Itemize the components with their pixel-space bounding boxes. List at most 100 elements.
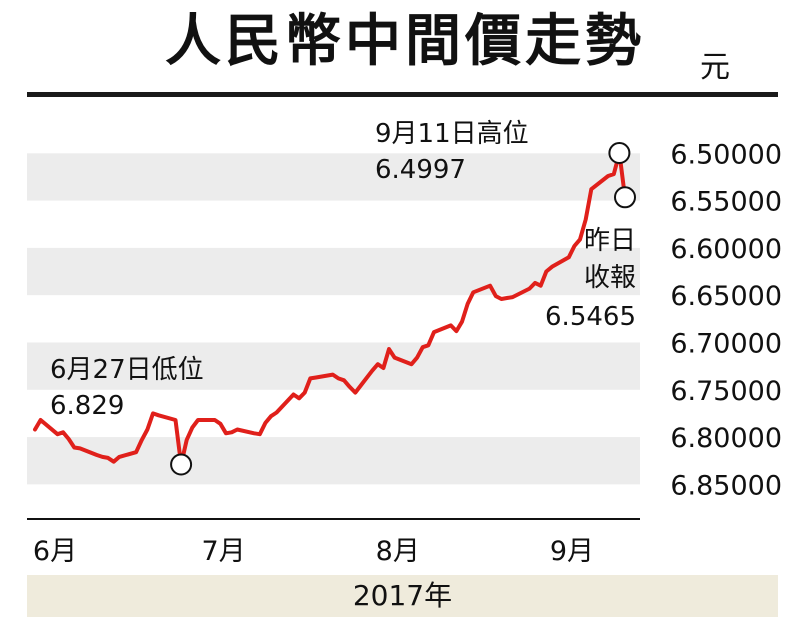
data-point (308, 376, 312, 380)
data-point (387, 347, 391, 351)
grid-band (27, 437, 640, 485)
low-annotation-value: 6.829 (50, 391, 124, 421)
data-point (528, 287, 531, 291)
y-tick-label: 6.55000 (670, 187, 782, 218)
data-point (39, 418, 43, 422)
data-point (303, 391, 307, 395)
data-point (112, 460, 116, 464)
data-point (499, 297, 503, 301)
data-point (589, 187, 593, 191)
y-tick-label: 6.50000 (670, 139, 782, 170)
data-point (348, 385, 352, 389)
data-point (224, 431, 228, 435)
data-point (606, 174, 610, 178)
y-unit-label: 元 (700, 50, 730, 85)
series-line (33, 151, 627, 467)
data-point (376, 362, 380, 366)
x-tick-label: 6月 (33, 536, 77, 567)
data-point (612, 172, 616, 176)
data-point (263, 421, 267, 425)
data-point (449, 323, 453, 327)
grid-band (27, 153, 640, 201)
data-point (505, 296, 509, 300)
data-point (466, 302, 470, 306)
data-point (218, 422, 222, 426)
y-tick-label: 6.80000 (670, 423, 782, 454)
low-point-marker (170, 453, 193, 476)
y-tick-label: 6.75000 (670, 376, 782, 407)
data-point (140, 438, 144, 442)
data-point (297, 396, 301, 400)
high-point-marker (608, 142, 631, 164)
x-axis-year-label: 2017年 (352, 579, 453, 612)
data-point (174, 418, 177, 422)
y-tick-label: 6.85000 (670, 470, 782, 501)
data-point (584, 218, 588, 221)
data-point (95, 453, 99, 457)
data-point (544, 270, 548, 273)
data-point (258, 432, 262, 436)
data-point (567, 255, 571, 259)
data-point (494, 294, 498, 298)
x-tick-label: 7月 (201, 536, 245, 567)
data-point (454, 329, 458, 333)
data-point (550, 265, 554, 269)
data-point (275, 411, 279, 414)
data-point (145, 428, 149, 431)
data-point (426, 343, 430, 347)
data-point (134, 450, 138, 454)
y-tick-label: 6.65000 (670, 281, 782, 312)
data-point (56, 432, 59, 436)
high-annotation-label: 9月11日高位 (375, 119, 529, 149)
data-point (415, 356, 419, 360)
close-point-marker (614, 186, 636, 209)
data-point (67, 437, 71, 441)
data-point (314, 376, 318, 379)
data-point (381, 366, 385, 370)
data-point (213, 418, 217, 422)
data-point (61, 430, 65, 434)
close-annotation-value: 6.5465 (545, 302, 636, 332)
data-point (157, 413, 161, 417)
data-point (533, 281, 537, 285)
grid-bands (27, 153, 640, 485)
data-point (421, 345, 425, 349)
data-point (393, 356, 397, 360)
chart-title: 人民幣中間價走勢 (165, 8, 645, 74)
high-annotation-value: 6.4997 (375, 155, 466, 185)
close-annotation-label-1: 昨日 (584, 226, 636, 256)
data-point (471, 290, 475, 294)
grid-band (27, 247, 640, 296)
data-point (292, 393, 295, 396)
data-point (410, 362, 413, 366)
data-point (151, 411, 155, 415)
y-tick-labels: 6.50000 6.55000 6.60000 6.65000 6.70000 6.750… (670, 139, 782, 501)
low-annotation-label: 6月27日低位 (50, 355, 204, 385)
data-point (117, 455, 121, 459)
data-point (572, 244, 576, 248)
title-rule (27, 92, 778, 97)
grid-band (27, 342, 640, 390)
data-point (78, 446, 82, 450)
data-point (336, 376, 340, 380)
data-point (72, 446, 76, 449)
data-point (353, 391, 357, 395)
data-point (432, 330, 436, 334)
data-point (190, 426, 194, 430)
data-point (370, 369, 374, 373)
data-point (331, 373, 335, 377)
data-point (185, 438, 189, 442)
data-point (488, 284, 492, 288)
data-point (100, 455, 104, 459)
y-tick-label: 6.60000 (670, 234, 782, 265)
data-point (235, 428, 239, 431)
data-point (230, 430, 234, 434)
x-tick-label: 8月 (376, 536, 420, 567)
data-point (511, 295, 515, 299)
data-point (33, 428, 37, 431)
y-tick-label: 6.70000 (670, 328, 782, 359)
data-point (460, 320, 464, 324)
data-point (252, 431, 256, 435)
close-annotation-label-2: 收報 (584, 263, 636, 293)
